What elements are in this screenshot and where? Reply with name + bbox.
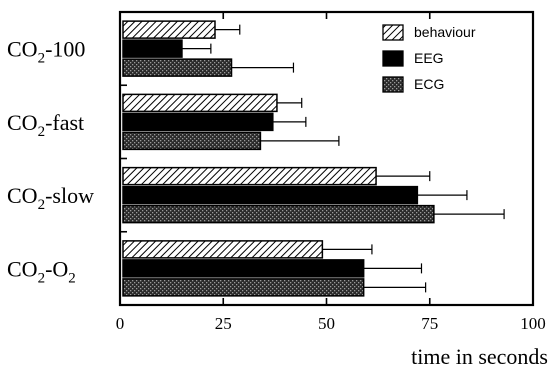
bar-eeg bbox=[122, 185, 419, 205]
legend-swatch-behaviour bbox=[382, 24, 404, 41]
bar-eeg bbox=[122, 112, 274, 132]
bar-behaviour bbox=[122, 166, 377, 186]
legend-swatch-ecg bbox=[382, 76, 404, 93]
bar-eeg bbox=[122, 39, 183, 58]
bar-eeg bbox=[122, 259, 365, 278]
x-tick-label: 75 bbox=[421, 314, 438, 333]
category-label: CO2-O2 bbox=[7, 256, 76, 286]
bar-ecg bbox=[122, 131, 262, 151]
legend-swatch-eeg bbox=[382, 50, 404, 67]
x-tick-label: 100 bbox=[520, 314, 546, 333]
x-tick-label: 0 bbox=[116, 314, 125, 333]
legend-label: ECG bbox=[414, 76, 444, 92]
category-label: CO2-fast bbox=[7, 110, 84, 140]
bar-ecg bbox=[122, 204, 435, 224]
legend-label: EEG bbox=[414, 50, 444, 66]
category-label: CO2-slow bbox=[7, 183, 94, 213]
legend-label: behaviour bbox=[414, 24, 476, 40]
bar-ecg bbox=[122, 278, 365, 297]
x-axis-label: time in seconds bbox=[411, 344, 548, 369]
x-tick-label: 50 bbox=[318, 314, 335, 333]
bar-behaviour bbox=[122, 240, 324, 259]
category-label: CO2-100 bbox=[7, 37, 85, 67]
bar-behaviour bbox=[122, 20, 216, 39]
bar-ecg bbox=[122, 58, 233, 77]
x-tick-label: 25 bbox=[215, 314, 232, 333]
bar-behaviour bbox=[122, 93, 278, 113]
